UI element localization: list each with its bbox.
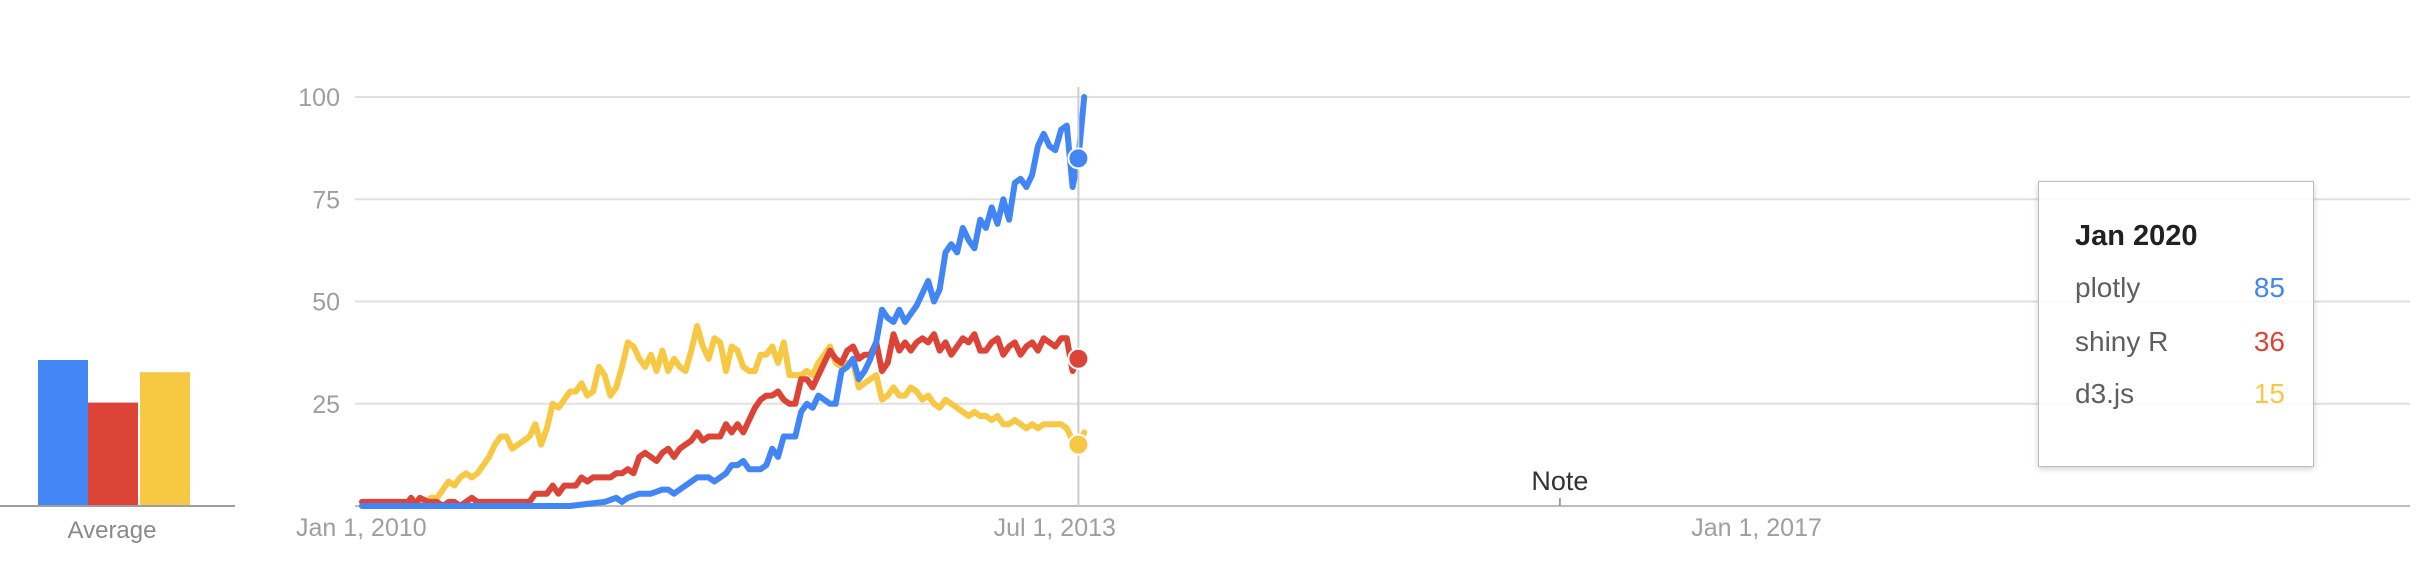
tooltip-series-name: shiny R xyxy=(2075,326,2169,357)
y-tick-label: 50 xyxy=(312,289,340,317)
average-bars: Average xyxy=(0,360,235,544)
y-tick-label: 25 xyxy=(312,391,340,419)
y-axis-ticks: 25 50 75 100 xyxy=(298,84,340,419)
tooltip-title: Jan 2020 xyxy=(2075,220,2198,252)
series-line-d3-js xyxy=(359,323,1088,509)
tooltip-series-value: 85 xyxy=(2253,272,2285,303)
tooltip-series-value: 15 xyxy=(2253,378,2285,409)
tooltip-series-name: d3.js xyxy=(2075,378,2135,409)
tooltip-series-value: 36 xyxy=(2253,326,2285,357)
tooltip-row-plotly: plotly 85 xyxy=(2075,268,2285,308)
x-tick-label: Jan 1, 2017 xyxy=(1691,514,1822,542)
average-bar-d3js xyxy=(140,372,190,506)
x-tick-label: Jan 1, 2010 xyxy=(296,514,427,542)
x-axis-ticks: Jan 1, 2010 Jul 1, 2013 Jan 1, 2017 xyxy=(296,514,1822,542)
note-label[interactable]: Note xyxy=(1531,466,1588,496)
note-marker[interactable]: Note xyxy=(1531,466,1588,506)
y-tick-label: 100 xyxy=(298,84,340,112)
average-label: Average xyxy=(68,517,157,544)
tooltip-series-name: plotly xyxy=(2075,272,2141,303)
hover-points xyxy=(1067,147,1090,456)
average-bar-plotly xyxy=(38,360,88,506)
series-lines xyxy=(359,94,1088,509)
tooltip-row-shiny-r: shiny R 36 xyxy=(2075,322,2285,362)
average-bar-shiny-r xyxy=(88,402,138,506)
hover-point xyxy=(1067,433,1090,456)
y-tick-label: 75 xyxy=(312,186,340,214)
hover-point xyxy=(1067,147,1090,170)
tooltip-row-d3js: d3.js 15 xyxy=(2075,374,2285,414)
tooltip: Jan 2020 plotly 85 shiny R 36 d3.js 15 xyxy=(2038,181,2314,467)
hover-point xyxy=(1067,347,1090,370)
series-line-shiny-r xyxy=(359,331,1088,509)
series-line-plotly xyxy=(359,94,1088,509)
x-tick-label: Jul 1, 2013 xyxy=(994,514,1116,542)
